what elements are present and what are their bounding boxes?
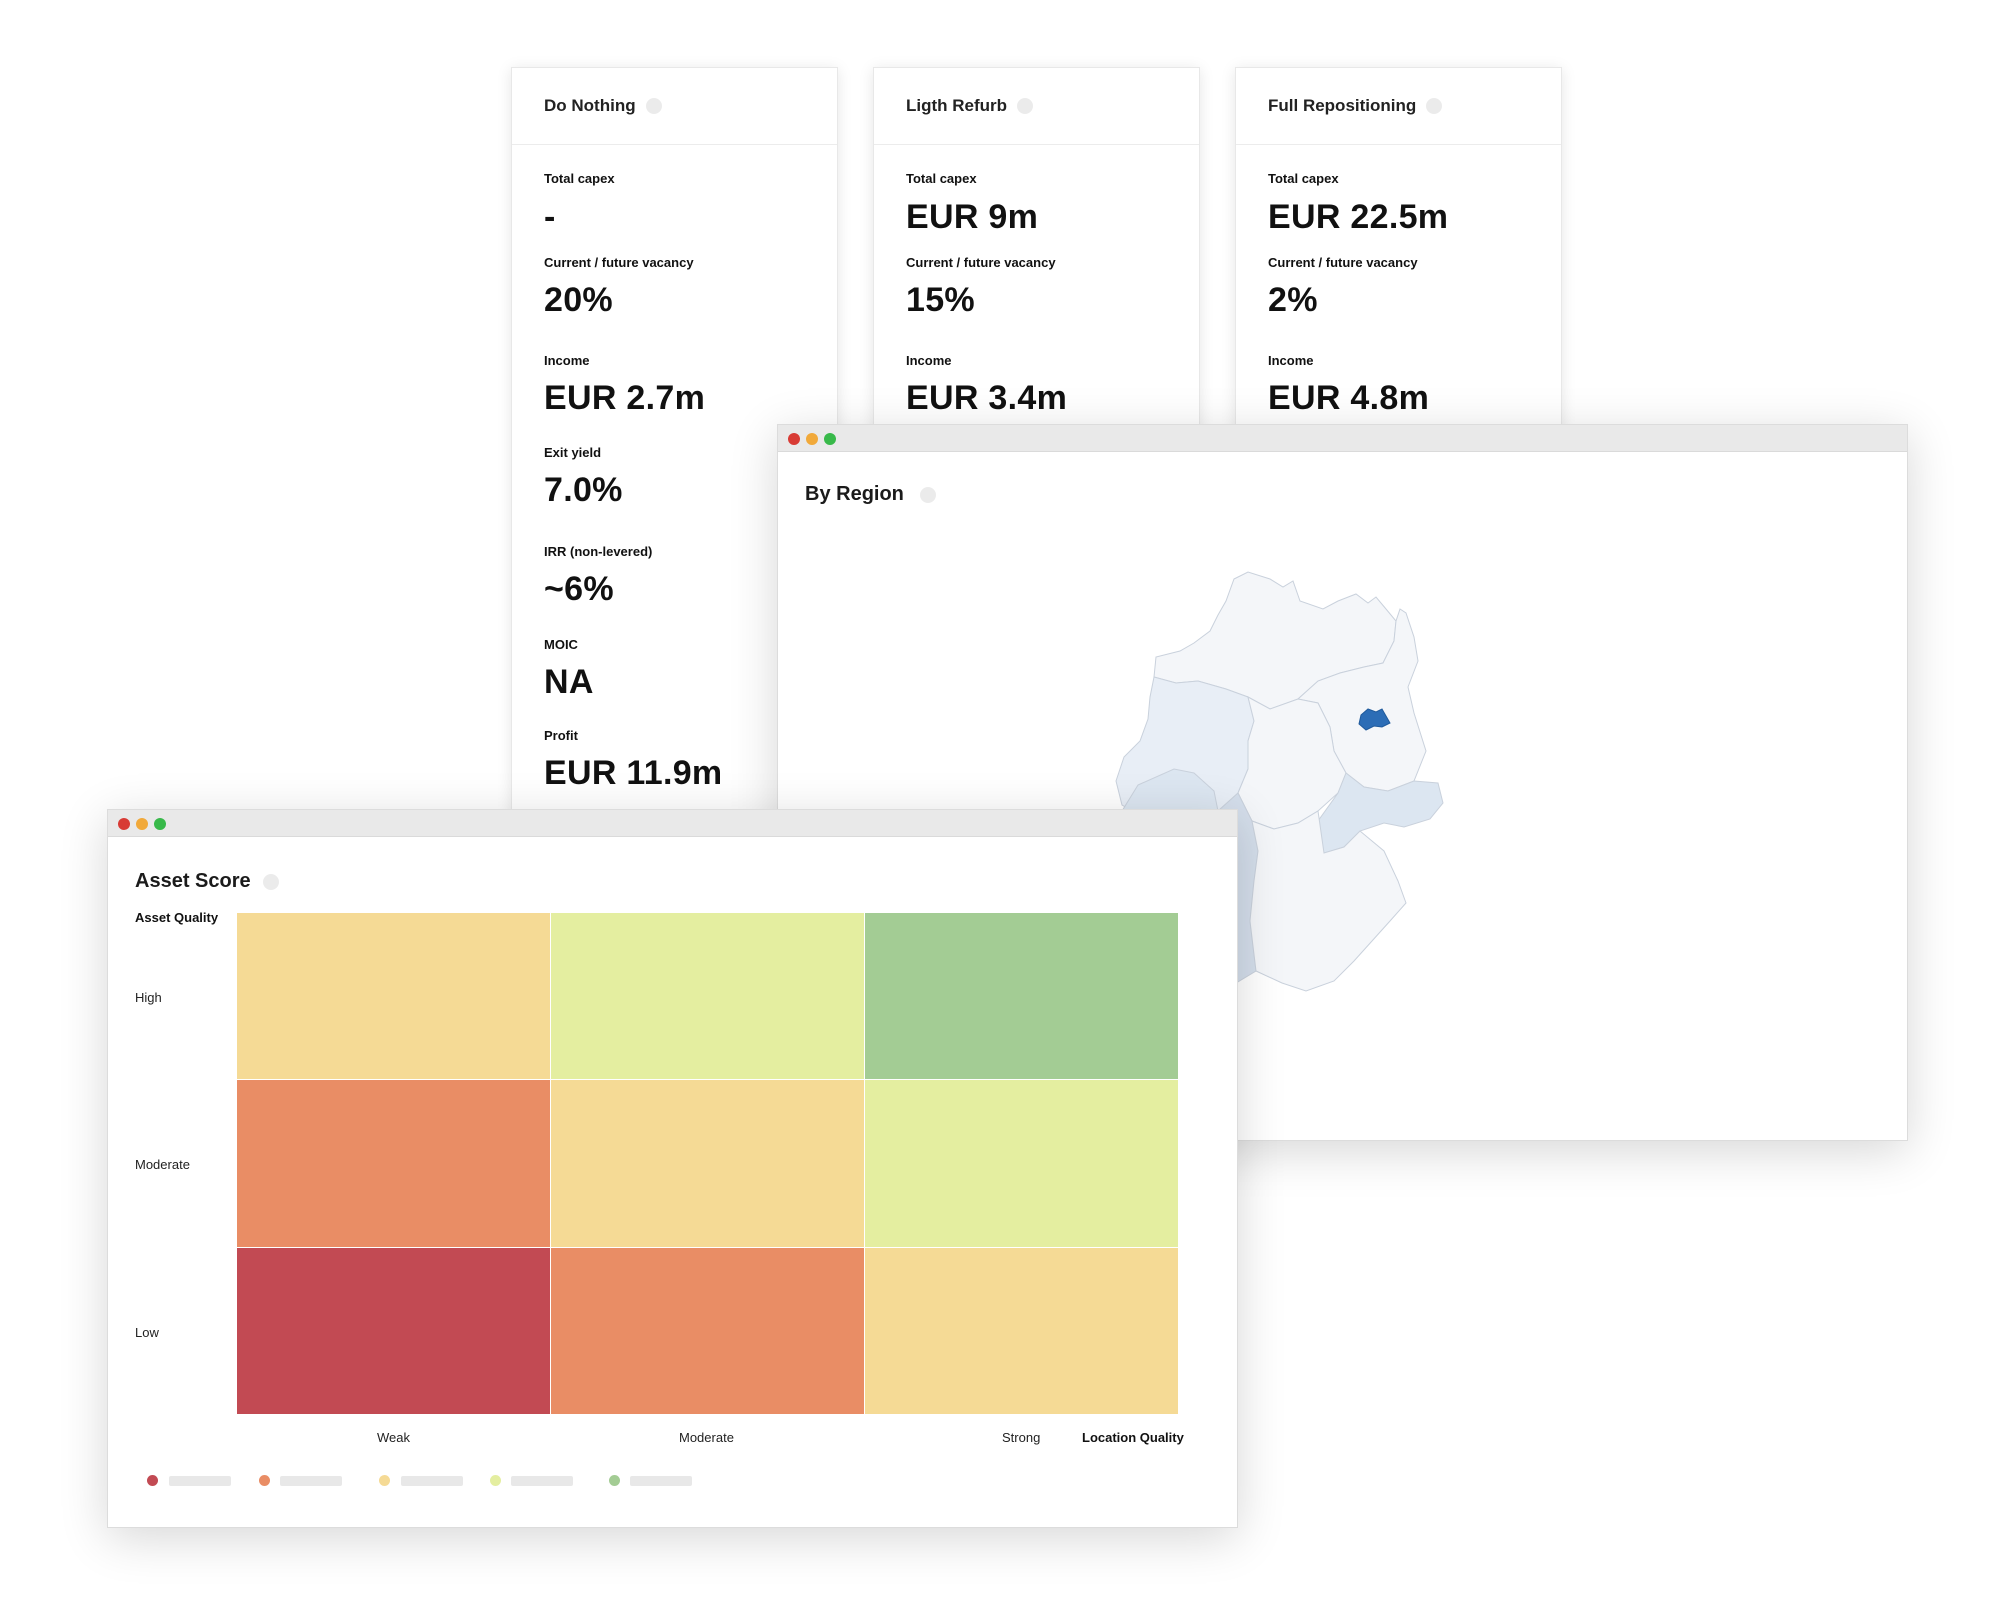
legend-dot [379,1475,390,1486]
info-icon[interactable] [1017,98,1034,114]
legend-dot [609,1475,620,1486]
metric-label: IRR (non-levered) [544,544,653,559]
grid-cell-low-strong[interactable] [865,1248,1179,1415]
grid-cell-high-weak[interactable] [237,913,551,1080]
y-label-high: High [135,990,162,1005]
card-header: Do Nothing [512,68,837,145]
asset-score-window: Asset Score Asset Quality High Moderate … [107,809,1238,1528]
scenario-card-full-repositioning: Full Repositioning Total capex EUR 22.5m… [1235,67,1562,449]
grid-cell-high-moderate[interactable] [551,913,865,1080]
metric-label: Current / future vacancy [906,255,1056,270]
card-title: Do Nothing [544,96,636,115]
asset-score-title: Asset Score [135,870,279,893]
grid-cell-moderate-strong[interactable] [865,1080,1179,1248]
asset-score-title-text: Asset Score [135,870,251,892]
y-label-low: Low [135,1325,159,1340]
close-window-button[interactable] [118,818,130,830]
metric-label: Total capex [544,171,615,186]
metric-value: EUR 4.8m [1268,379,1430,417]
region-title-text: By Region [805,483,904,505]
legend-label-placeholder [401,1476,463,1486]
info-icon[interactable] [262,873,279,890]
y-label-moderate: Moderate [135,1157,190,1172]
metric-value: EUR 11.9m [544,754,723,792]
legend-label-placeholder [630,1476,692,1486]
germany-region-map [1115,571,1444,992]
y-axis-title: Asset Quality [135,910,219,925]
metric-value: NA [544,663,594,701]
metric-value: 2% [1268,281,1318,319]
grid-cell-low-weak[interactable] [237,1248,551,1415]
metric-value: 15% [906,281,975,319]
grid-cell-moderate-weak[interactable] [237,1080,551,1248]
metric-value: EUR 3.4m [906,379,1068,417]
minimize-window-button[interactable] [136,818,148,830]
legend-dot [147,1475,158,1486]
metric-value: - [544,198,556,236]
window-titlebar [778,425,1907,452]
x-label-strong: Strong [1002,1430,1041,1445]
metric-label: Current / future vacancy [1268,255,1418,270]
metric-label: Total capex [1268,171,1339,186]
metric-value: 7.0% [544,471,623,509]
metric-value: EUR 22.5m [1268,198,1449,236]
x-label-moderate: Moderate [679,1430,734,1445]
legend-label-placeholder [169,1476,231,1486]
close-window-button[interactable] [788,433,800,445]
metric-label: Exit yield [544,445,602,460]
legend-label-placeholder [511,1476,573,1486]
metric-label: MOIC [544,637,578,652]
metric-label: Income [906,353,952,368]
metric-value: ~6% [544,570,614,608]
card-title: Ligth Refurb [906,96,1008,115]
info-icon[interactable] [1426,98,1443,114]
x-label-weak: Weak [377,1430,410,1445]
map-region-berlin[interactable] [1358,708,1391,731]
metric-label: Total capex [906,171,977,186]
metric-value: EUR 2.7m [544,379,706,417]
asset-score-grid [237,913,1179,1415]
metric-value: EUR 9m [906,198,1039,236]
grid-cell-moderate-moderate[interactable] [551,1080,865,1248]
info-icon[interactable] [919,486,936,503]
maximize-window-button[interactable] [824,433,836,445]
maximize-window-button[interactable] [154,818,166,830]
metric-label: Current / future vacancy [544,255,694,270]
card-header: Ligth Refurb [874,68,1199,145]
region-title: By Region [805,483,936,506]
metric-label: Profit [544,728,578,743]
grid-cell-low-moderate[interactable] [551,1248,865,1415]
minimize-window-button[interactable] [806,433,818,445]
legend-dot [490,1475,501,1486]
metric-label: Income [1268,353,1314,368]
card-header: Full Repositioning [1236,68,1561,145]
x-axis-title: Location Quality [1082,1430,1184,1445]
legend-label-placeholder [280,1476,342,1486]
metric-label: Income [544,353,590,368]
metric-value: 20% [544,281,613,319]
card-title: Full Repositioning [1268,96,1417,115]
legend-dot [259,1475,270,1486]
window-titlebar [108,810,1237,837]
map-region-south[interactable] [1249,810,1407,992]
scenario-card-light-refurb: Ligth Refurb Total capex EUR 9m Current … [873,67,1200,449]
grid-cell-high-strong[interactable] [865,913,1179,1080]
info-icon[interactable] [645,98,662,114]
